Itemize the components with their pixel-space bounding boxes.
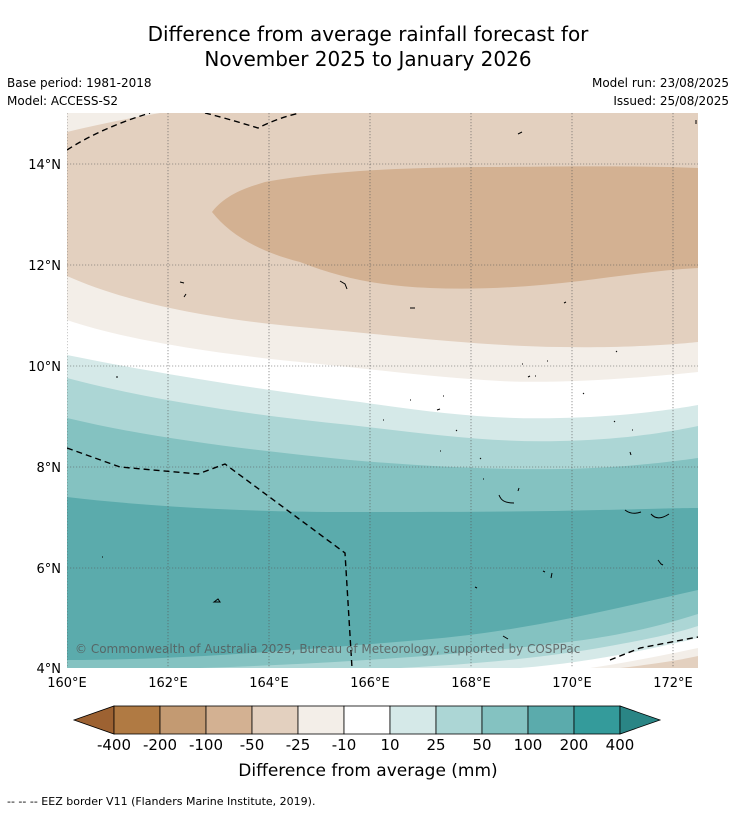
band-north-pale: [67, 113, 160, 132]
colorbar-tick-label: 100: [514, 736, 543, 754]
lat-label: 8°N: [37, 461, 62, 476]
colorbar-cells: [72, 705, 662, 735]
model-run: Model run: 23/08/2025: [591, 76, 729, 90]
colorbar-tick-label: 200: [560, 736, 589, 754]
lon-label: 162°E: [148, 676, 188, 691]
title-line-1: Difference from average rainfall forecas…: [147, 22, 589, 46]
band-south-25: [67, 614, 698, 668]
lon-label: 160°E: [47, 676, 87, 691]
lon-label: 164°E: [249, 676, 289, 691]
base-period: Base period: 1981-2018: [7, 76, 152, 90]
colorbar-cell: [389, 705, 437, 735]
lon-label: 166°E: [350, 676, 390, 691]
lon-axis: 160°E 162°E 164°E 166°E 168°E 170°E 172°…: [47, 676, 693, 691]
colorbar-cell: [159, 705, 207, 735]
colorbar-tick-label: -200: [143, 736, 177, 754]
colorbar-tick-label: -25: [286, 736, 311, 754]
eez-borders: [67, 113, 698, 668]
issued-date: Issued: 25/08/2025: [613, 94, 729, 108]
lat-label: 10°N: [28, 360, 61, 375]
colorbar-cell: [527, 705, 575, 735]
colorbar-cell: [435, 705, 483, 735]
colorbar-tick-label: 50: [472, 736, 491, 754]
copyright-text: © Commonwealth of Australia 2025, Bureau…: [75, 642, 580, 656]
rainfall-map: © Commonwealth of Australia 2025, Bureau…: [67, 113, 698, 668]
lat-label: 12°N: [28, 259, 61, 274]
colorbar-tick-label: -100: [189, 736, 223, 754]
colorbar-cell: [251, 705, 299, 735]
colorbar-cell: [297, 705, 345, 735]
lat-axis: 14°N 12°N 10°N 8°N 6°N 4°N: [28, 158, 61, 677]
lon-label: 168°E: [451, 676, 491, 691]
title-line-2: November 2025 to January 2026: [204, 47, 532, 71]
lat-label: 4°N: [37, 662, 62, 677]
colorbar-cell: [573, 705, 621, 735]
lon-label: 172°E: [653, 676, 693, 691]
band-south-minus-25: [620, 656, 698, 668]
eez-footnote: -- -- -- EEZ border V11 (Flanders Marine…: [7, 795, 316, 808]
colorbar-tick-label: 400: [606, 736, 635, 754]
colorbar-tick-label: -50: [240, 736, 265, 754]
lat-label: 6°N: [37, 562, 62, 577]
chart-title: Difference from average rainfall forecas…: [0, 22, 736, 72]
meta-right: Model run: 23/08/2025 Issued: 25/08/2025: [592, 74, 729, 110]
colorbar-cell: [113, 705, 161, 735]
band-minus-50: [212, 166, 698, 289]
islands: [102, 120, 697, 640]
map-figure: © Commonwealth of Australia 2025, Bureau…: [28, 113, 698, 754]
colorbar-tick-label: 10: [380, 736, 399, 754]
lat-label: 14°N: [28, 158, 61, 173]
colorbar-title: Difference from average (mm): [238, 761, 498, 781]
colorbar-cell: [205, 705, 253, 735]
colorbar-cell: [481, 705, 529, 735]
colorbar-tick-label: 25: [426, 736, 445, 754]
lon-label: 170°E: [552, 676, 592, 691]
colorbar-extend-high: [619, 705, 662, 735]
colorbar-tick-label: -400: [97, 736, 131, 754]
model-name: Model: ACCESS-S2: [7, 94, 119, 108]
gridlines: [67, 113, 698, 668]
colorbar-labels: -400 -200 -100 -50 -25 -10 10 25 50 100 200 400: [97, 736, 634, 754]
colorbar-extend-low: [72, 705, 115, 735]
meta-left: Base period: 1981-2018 Model: ACCESS-S2: [7, 74, 152, 110]
colorbar: -400 -200 -100 -50 -25 -10 10 25 50 100 200 400: [72, 705, 662, 754]
colorbar-tick-label: -10: [332, 736, 357, 754]
colorbar-cell: [343, 705, 391, 735]
